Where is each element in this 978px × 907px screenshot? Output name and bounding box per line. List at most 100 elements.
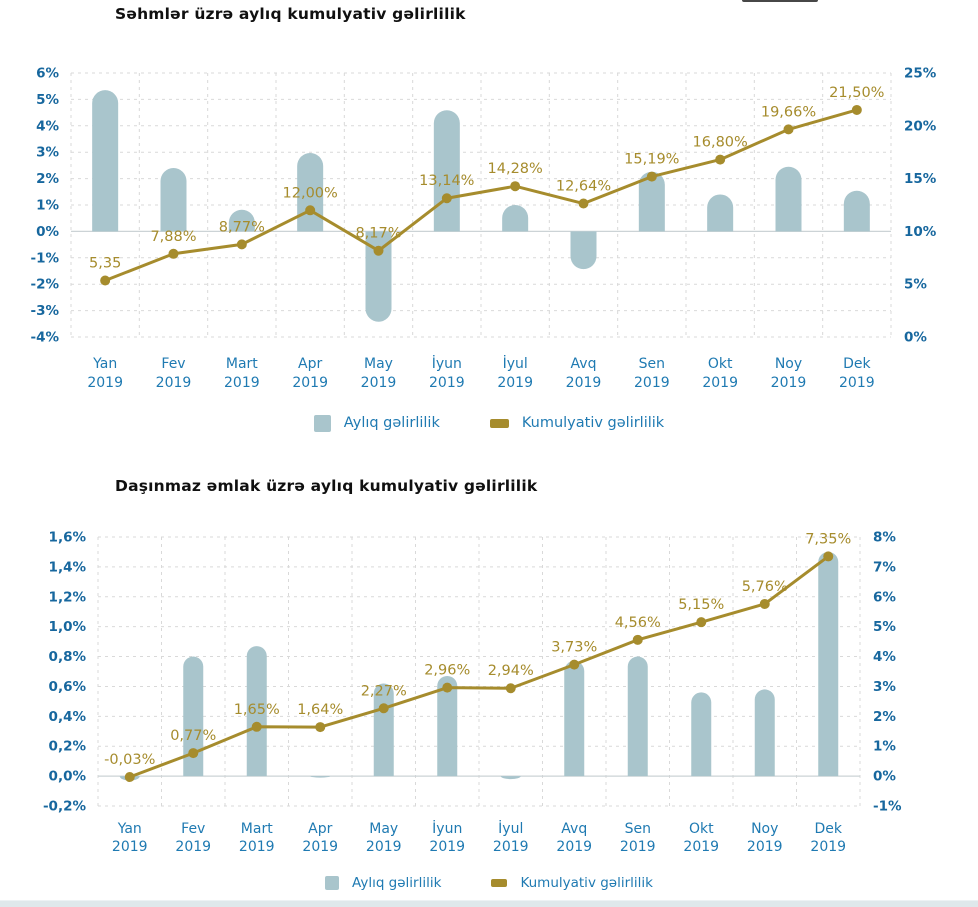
bar-Mart-2019 (228, 209, 255, 232)
left-axis-tick-label: 1,4% (49, 559, 87, 575)
right-axis-tick-label: 25% (904, 66, 937, 82)
left-axis-tick-label: -0,2% (43, 799, 87, 815)
line-point-label: 4,56% (615, 615, 661, 631)
month-label: Sen 2019 (634, 356, 670, 391)
month-label: Mart 2019 (224, 356, 260, 391)
line-point-label: 8,17% (355, 226, 401, 242)
month-label: İyun 2019 (429, 819, 465, 855)
bar-Sen-2019 (627, 656, 648, 777)
bar-Apr-2019 (310, 776, 331, 778)
left-axis-tick-label: 2% (36, 171, 59, 187)
legend-item-cumulative-return: Kumulyativ gəlirlilik (491, 875, 653, 891)
line-point-label: 2,27% (361, 683, 407, 699)
line-point-marker (783, 124, 794, 135)
legend-label-cumulative-return: Kumulyativ gəlirlilik (520, 875, 653, 891)
right-axis-tick-label: 7% (873, 559, 896, 575)
line-point-label: 21,50% (829, 85, 884, 101)
left-axis-tick-label: -4% (30, 330, 59, 346)
month-label: Apr 2019 (292, 356, 328, 391)
bar-İyun-2019 (437, 675, 458, 777)
footer-strip (0, 900, 978, 907)
left-axis-tick-label: 1,6% (49, 530, 87, 546)
bar-Mart-2019 (246, 646, 267, 777)
month-label: Noy 2019 (771, 356, 807, 391)
bar-Okt-2019 (691, 692, 712, 777)
line-point-marker (569, 659, 580, 670)
line-point-label: 5,76% (742, 579, 788, 595)
bar-Noy-2019 (775, 166, 802, 232)
line-point-label: 7,35% (805, 531, 851, 547)
left-axis-tick-label: 0,6% (49, 679, 87, 695)
cumulative-line (128, 554, 830, 779)
line-point-label: 12,64% (556, 179, 611, 195)
line-point-label: 14,28% (488, 161, 543, 177)
line-point-label: 16,80% (693, 135, 748, 151)
month-label: Avq 2019 (556, 821, 592, 855)
line-point-label: 15,19% (624, 152, 679, 168)
right-axis-tick-label: 2% (873, 709, 896, 725)
month-label: Sen 2019 (620, 821, 656, 855)
bar-Fev-2019 (160, 168, 187, 232)
month-label: Dek 2019 (810, 821, 846, 855)
bar-series-swatch-icon (313, 414, 331, 432)
line-point-marker (510, 181, 521, 192)
line-point-label: 0,77% (170, 728, 216, 744)
right-axis-tick-label: 0% (873, 769, 896, 785)
right-axis-tick-label: 20% (904, 118, 937, 134)
left-axis-tick-label: 0,8% (49, 649, 87, 665)
month-label: Avq 2019 (566, 356, 602, 391)
line-point-marker (696, 617, 707, 628)
line-point-label: 3,73% (551, 640, 597, 656)
bar-Dek-2019 (818, 551, 839, 777)
month-label: Yan 2019 (87, 356, 123, 391)
right-axis-tick-label: -1% (873, 799, 902, 815)
legend-item-monthly-return: Aylıq gəlirlilik (313, 414, 440, 432)
stocks-chart-plot: 6% 5% 4% 3% 2% 1% 0% -1% -2% -3% -4% 25% 20% 15% 10% 5%… (30, 66, 936, 392)
left-axis-tick-label: 5% (36, 92, 59, 108)
legend-label-cumulative-return: Kumulyativ gəlirlilik (521, 415, 665, 431)
month-label: May 2019 (366, 821, 402, 855)
month-label: Dek 2019 (839, 356, 875, 391)
right-axis-tick-label: 3% (873, 679, 896, 695)
line-point-label: 5,15% (678, 597, 724, 613)
stocks-chart-title: Səhmlər üzrə aylıq kumulyativ gəlirlilik (115, 5, 466, 23)
line-point-marker (646, 171, 657, 182)
bar-Dek-2019 (843, 190, 870, 232)
line-point-marker (251, 721, 262, 732)
bar-Sen-2019 (638, 171, 665, 232)
line-point-marker (759, 598, 770, 609)
real-estate-chart-legend: Aylıq gəlirlilik Kumulyativ gəlirlilik (0, 870, 978, 896)
month-label: Okt 2019 (702, 356, 738, 391)
line-point-marker (305, 205, 316, 216)
right-axis-tick-label: 15% (904, 171, 937, 187)
line-point-marker (378, 703, 389, 714)
left-axis-tick-label: 0,0% (49, 769, 87, 785)
month-label: Yan 2019 (112, 821, 148, 855)
left-axis-tick-label: 0,2% (49, 739, 87, 755)
left-axis-tick-label: 0% (36, 224, 59, 240)
line-point-label: 19,66% (761, 104, 816, 120)
line-point-marker (823, 551, 834, 562)
line-point-marker (168, 248, 179, 259)
line-point-label: 2,96% (424, 663, 470, 679)
line-point-marker (578, 198, 589, 209)
right-axis-tick-label: 4% (873, 649, 896, 665)
line-point-label: 5,35 (89, 256, 121, 272)
right-axis-tick-label: 6% (873, 589, 896, 605)
month-label: Noy 2019 (747, 821, 783, 855)
line-series-swatch-icon (489, 418, 509, 428)
bar-Avq-2019 (570, 231, 597, 270)
bar-İyul-2019 (500, 776, 521, 780)
bar-Yan-2019 (92, 90, 119, 232)
month-label: Fev 2019 (175, 821, 211, 855)
line-point-marker (100, 275, 111, 286)
month-label: Apr 2019 (302, 821, 338, 855)
bar-series-swatch-icon (325, 876, 340, 890)
stocks-chart-legend: Aylıq gəlirlilik Kumulyativ gəlirlilik (0, 409, 978, 437)
line-point-label: 8,77% (219, 219, 265, 235)
line-point-marker (236, 239, 247, 250)
line-point-marker (124, 772, 135, 783)
month-label: May 2019 (361, 356, 397, 391)
right-axis-tick-label: 10% (904, 224, 937, 240)
